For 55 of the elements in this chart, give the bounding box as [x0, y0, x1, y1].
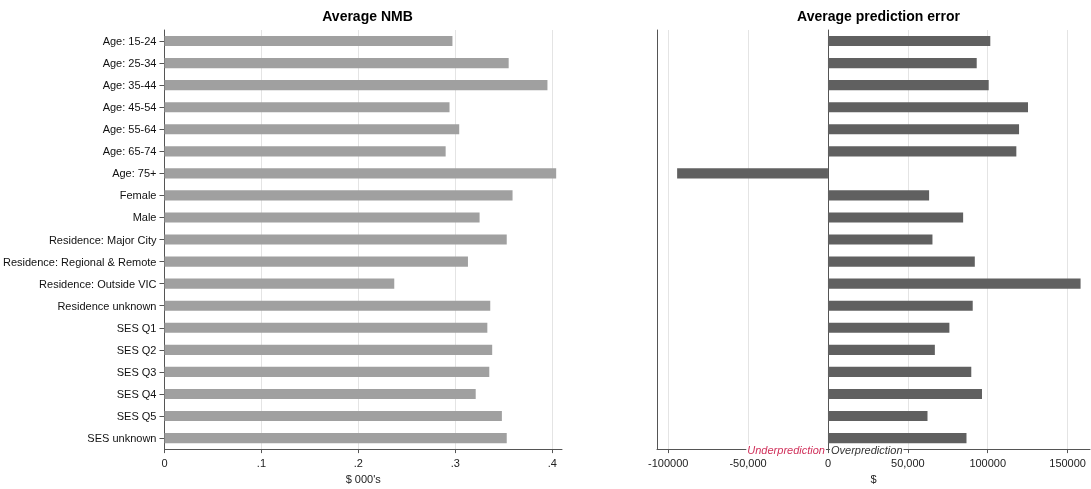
x-tick-label: .1: [256, 456, 267, 469]
bar: [164, 366, 490, 377]
bar: [164, 234, 507, 245]
y-tick-label: Age: 35-44: [102, 79, 157, 92]
bar: [164, 278, 395, 289]
y-tick-label: SES unknown: [87, 432, 157, 445]
x-axis-title: $: [870, 472, 877, 485]
bar: [164, 35, 453, 47]
bar: [164, 146, 446, 157]
x-tick-label: 50,000: [891, 456, 925, 469]
bar: [164, 256, 468, 267]
annotation: Underprediction: [747, 444, 825, 456]
y-tick-label: Age: 65-74: [102, 145, 157, 158]
bar: [164, 102, 450, 113]
y-tick-label: Male: [132, 211, 157, 224]
y-tick-label: Age: 25-34: [102, 57, 157, 70]
x-tick-label: 150000: [1049, 456, 1086, 469]
bar: [164, 300, 491, 311]
y-tick-label: Age: 75+: [112, 167, 157, 180]
y-tick-label: Residence: Major City: [48, 233, 157, 246]
bar: [164, 322, 488, 333]
annotation: Overprediction: [830, 444, 903, 456]
x-tick-label: 0: [161, 456, 168, 469]
bar: [164, 124, 460, 135]
x-tick-label: .4: [547, 456, 557, 469]
x-tick-label: -50,000: [729, 456, 767, 469]
bar: [164, 344, 493, 355]
chart-title: Average prediction error: [797, 8, 961, 24]
y-tick-label: Female: [119, 189, 157, 202]
y-tick-label: Age: 15-24: [102, 35, 157, 48]
bar: [164, 58, 509, 69]
y-tick-label: Age: 45-54: [102, 101, 157, 114]
bar: [164, 168, 557, 179]
x-tick-label: -100000: [648, 456, 689, 469]
y-tick-label: Residence: Regional & Remote: [2, 255, 157, 268]
x-axis-title: $ 000's: [345, 472, 382, 485]
bar: [164, 388, 476, 400]
y-tick-label: SES Q3: [116, 365, 157, 378]
y-tick-label: Residence: Outside VIC: [39, 277, 157, 290]
bar: [164, 212, 480, 223]
x-tick-label: .2: [353, 456, 363, 469]
x-tick-label: 0: [824, 456, 832, 469]
y-tick-label: SES Q1: [116, 321, 157, 334]
y-tick-label: Residence unknown: [57, 299, 157, 312]
y-tick-label: Age: 55-64: [102, 123, 157, 136]
bar: [164, 80, 548, 91]
y-tick-label: SES Q5: [116, 410, 157, 423]
x-tick-label: .3: [450, 456, 460, 469]
bar: [164, 410, 502, 422]
chart-title: Average NMB: [322, 8, 413, 24]
x-tick-label: 100000: [969, 456, 1007, 469]
y-tick-label: SES Q2: [116, 343, 157, 356]
bar: [164, 433, 507, 444]
bar: [164, 190, 513, 201]
y-tick-label: SES Q4: [116, 387, 157, 400]
